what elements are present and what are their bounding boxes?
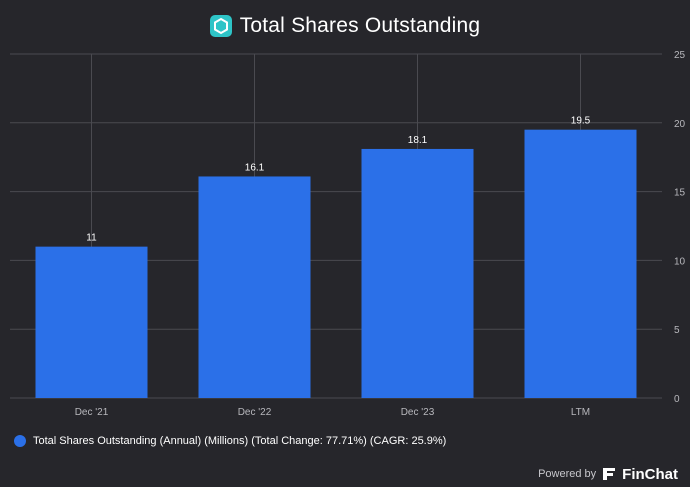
finchat-brand: FinChat — [622, 465, 678, 483]
bar-value-label: 19.5 — [571, 116, 591, 127]
hexagon-logo-icon — [209, 15, 232, 37]
y-tick-label: 25 — [674, 50, 686, 61]
x-tick-label: Dec '23 — [401, 407, 435, 418]
bar-value-label: 16.1 — [245, 162, 265, 173]
y-tick-label: 10 — [674, 256, 686, 267]
x-tick-label: LTM — [571, 407, 590, 418]
bar — [35, 246, 148, 398]
bar-value-label: 18.1 — [408, 135, 428, 146]
bar — [361, 148, 474, 398]
legend-swatch — [14, 435, 26, 447]
bar — [198, 176, 311, 398]
powered-by-label: Powered by — [538, 468, 597, 480]
y-tick-label: 15 — [674, 188, 686, 199]
y-tick-label: 0 — [674, 394, 680, 405]
x-tick-label: Dec '22 — [238, 407, 272, 418]
chart-title: Total Shares Outstanding — [239, 14, 481, 37]
bar-value-label: 11 — [86, 233, 97, 244]
bar — [524, 129, 637, 398]
powered-by[interactable]: Powered by FinChat — [538, 465, 678, 483]
chart-title-bar: Total Shares Outstanding — [0, 10, 690, 42]
y-tick-label: 20 — [674, 119, 686, 130]
chart-legend[interactable]: Total Shares Outstanding (Annual) (Milli… — [14, 432, 446, 450]
y-tick-label: 5 — [674, 325, 680, 336]
x-tick-label: Dec '21 — [75, 407, 109, 418]
legend-label: Total Shares Outstanding (Annual) (Milli… — [33, 435, 447, 447]
finchat-logo-icon — [603, 468, 616, 480]
